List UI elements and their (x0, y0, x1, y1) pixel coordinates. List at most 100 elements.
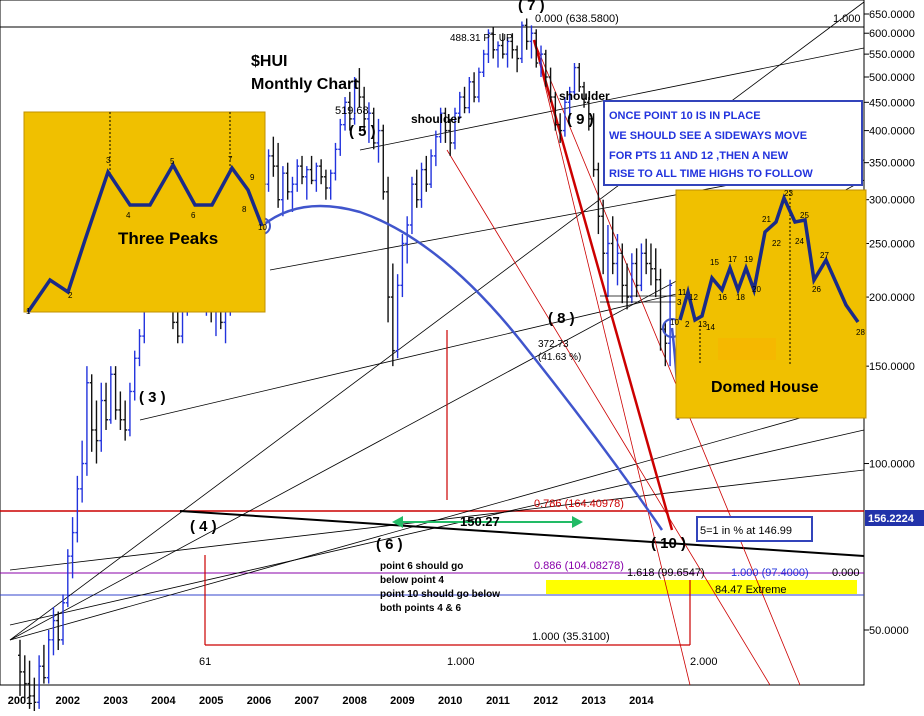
ohlc-bar (443, 107, 448, 143)
x-tick-label: 2002 (56, 695, 80, 707)
ohlc-bar (123, 400, 128, 441)
ohlc-bar (577, 63, 582, 92)
inset-right-point-label: 14 (706, 323, 715, 332)
ohlc-bar (390, 263, 395, 367)
ohlc-bar (381, 124, 386, 200)
inset-right-point-label: 28 (856, 328, 865, 337)
red-fan-3 (533, 39, 691, 686)
ohlc-bar (505, 37, 510, 68)
chart-subtitle: Monthly Chart (251, 76, 359, 93)
ohlc-bar (429, 149, 434, 188)
ohlc-bar (534, 29, 539, 68)
fib-zero-label: 0.000 (832, 567, 860, 579)
x-axis-ticks: 2001 2002 2003 2004 2005 2006 2007 2008 2009 2010… (8, 695, 655, 707)
y-tick-label: 650.0000 (869, 9, 915, 21)
x-fib-1000: 1.000 (447, 656, 475, 668)
ohlc-bar (132, 350, 137, 401)
x-tick-label: 2008 (342, 695, 366, 707)
ohlc-bar (108, 366, 113, 424)
ohlc-bar (84, 366, 89, 476)
neckline (179, 510, 865, 557)
ohlc-bar (99, 382, 104, 452)
inset-right-point-label: 1 (678, 288, 683, 297)
ohlc-bar (290, 176, 295, 213)
chart-title: $HUI (251, 53, 287, 70)
forecast-line-2: WE SHOULD SEE A SIDEWAYS MOVE (609, 130, 807, 142)
forecast-line-1: ONCE POINT 10 IS IN PLACE (609, 110, 761, 122)
y-tick-label: 350.0000 (869, 158, 915, 170)
forecast-line-4: RISE TO ALL TIME HIGHS TO FOLLOW (609, 168, 813, 180)
inset-left-point-label: 8 (242, 205, 247, 214)
y-tick-label: 600.0000 (869, 28, 915, 40)
ohlc-bar (27, 660, 32, 709)
ohlc-bar (486, 29, 491, 64)
ohlc-bar (496, 41, 500, 68)
y-tick-label: 500.0000 (869, 72, 915, 84)
red-arrow (532, 39, 674, 531)
ohlc-bar (61, 594, 66, 645)
x-tick-label: 2007 (295, 695, 319, 707)
fib-top-right-label: 1.000 (833, 13, 861, 25)
ohlc-bar (51, 607, 56, 656)
ohlc-bar (591, 113, 596, 177)
projection-curve (261, 204, 664, 531)
ohlc-bar (32, 677, 37, 716)
ohlc-bar (362, 86, 367, 131)
ohlc-bar (620, 243, 625, 304)
inset-right-point-label: 23 (784, 189, 793, 198)
note-line-3: point 10 should go below (380, 589, 500, 600)
ohlc-bar (462, 86, 467, 114)
ohlc-bar (18, 639, 22, 696)
point-label-8: ( 8 ) (548, 310, 575, 327)
range-label: 150.27 (460, 514, 500, 529)
ohlc-bar (644, 238, 649, 275)
inset-left-point-label: 9 (250, 173, 255, 182)
point-label-9: ( 9 ) (567, 111, 594, 128)
inset-left-point-label: 5 (170, 157, 175, 166)
y-tick-label: 550.0000 (869, 49, 915, 61)
ohlc-bar (276, 142, 281, 208)
ohlc-bar (476, 67, 481, 103)
ohlc-bar (424, 155, 429, 192)
ohlc-bar (467, 77, 472, 114)
inset-left-point-label: 6 (191, 211, 196, 220)
trend-line-f (9, 469, 865, 571)
x-fib-61: 61 (199, 656, 211, 668)
ohlc-bar (280, 166, 285, 217)
forecast-box-frame (603, 100, 863, 186)
ohlc-bar (333, 142, 338, 181)
point-label-6: ( 6 ) (376, 536, 403, 553)
x-tick-label: 2005 (199, 695, 223, 707)
point-label-3: ( 3 ) (139, 389, 166, 406)
ohlc-bar (515, 45, 520, 73)
ohlc-bar (89, 374, 94, 452)
ohlc-bar (601, 199, 606, 275)
ohlc-bar (400, 234, 405, 298)
ohlc-bar (266, 149, 271, 192)
red-fan-2 (446, 149, 771, 686)
y-tick-label: 450.0000 (869, 97, 915, 109)
ohlc-bar (539, 45, 544, 78)
current-price-box (865, 510, 924, 526)
inset-right-point-label: 19 (744, 255, 753, 264)
ohlc-bar (529, 25, 534, 59)
ohlc-bar (343, 97, 348, 131)
fib-1000-97-label: 1.000 (97.4000) (731, 567, 809, 579)
y-tick-label: 150.0000 (869, 361, 915, 373)
ohlc-bar (548, 67, 553, 103)
red-fan (204, 39, 801, 686)
ohlc-bar (70, 517, 75, 579)
inset-left-point-label: 3 (106, 156, 111, 165)
ohlc-bar (558, 113, 563, 143)
ohlc-bar (65, 549, 70, 608)
ohlc-bar (319, 159, 324, 185)
x-tick-label: 2004 (151, 695, 176, 707)
ohlc-bar (347, 91, 352, 131)
inset-left-point-label: 4 (126, 211, 131, 220)
inset-dome-shade (718, 338, 776, 360)
inset-right-point-label: 16 (718, 293, 727, 302)
ohlc-bar (80, 440, 85, 503)
ohlc-bar (285, 162, 290, 200)
